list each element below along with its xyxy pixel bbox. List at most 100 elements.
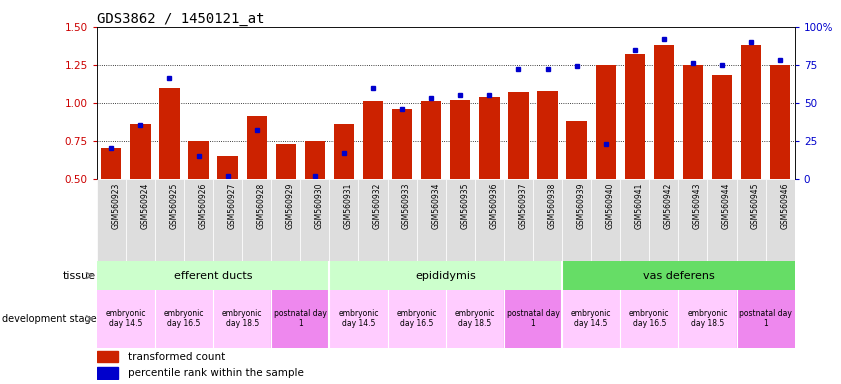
Text: GSM560926: GSM560926: [198, 183, 208, 229]
Bar: [504, 290, 562, 348]
Bar: [504, 179, 533, 261]
Bar: [711, 75, 733, 179]
Bar: [388, 290, 446, 348]
Bar: [620, 290, 679, 348]
Text: GSM560939: GSM560939: [577, 183, 585, 229]
Bar: [155, 290, 213, 348]
Bar: [271, 179, 300, 261]
Text: GSM560935: GSM560935: [460, 183, 469, 229]
Bar: [707, 179, 737, 261]
Bar: [591, 179, 620, 261]
Bar: [567, 121, 587, 179]
Bar: [475, 179, 504, 261]
Text: GDS3862 / 1450121_at: GDS3862 / 1450121_at: [97, 12, 264, 26]
Bar: [97, 351, 118, 362]
Text: GSM560933: GSM560933: [402, 183, 411, 229]
Text: GSM560930: GSM560930: [315, 183, 324, 229]
Text: embryonic
day 16.5: embryonic day 16.5: [629, 309, 669, 328]
Text: GSM560944: GSM560944: [722, 183, 731, 229]
Text: embryonic
day 18.5: embryonic day 18.5: [455, 309, 495, 328]
Text: embryonic
day 16.5: embryonic day 16.5: [164, 309, 204, 328]
Bar: [620, 179, 649, 261]
Text: GSM560936: GSM560936: [489, 183, 499, 229]
Bar: [649, 179, 679, 261]
Bar: [388, 179, 416, 261]
Bar: [737, 179, 765, 261]
Bar: [184, 179, 213, 261]
Bar: [479, 97, 500, 179]
Text: GSM560923: GSM560923: [111, 183, 120, 229]
Text: postnatal day
1: postnatal day 1: [274, 309, 327, 328]
Text: GSM560928: GSM560928: [257, 183, 266, 229]
Text: embryonic
day 18.5: embryonic day 18.5: [687, 309, 727, 328]
Bar: [508, 92, 529, 179]
Text: GSM560943: GSM560943: [693, 183, 702, 229]
Bar: [562, 290, 621, 348]
Bar: [276, 144, 296, 179]
Text: GSM560940: GSM560940: [606, 183, 615, 229]
Text: development stage: development stage: [2, 314, 96, 324]
Bar: [679, 290, 737, 348]
Bar: [533, 179, 562, 261]
Bar: [683, 65, 703, 179]
Bar: [625, 54, 645, 179]
Bar: [130, 124, 151, 179]
Text: GSM560925: GSM560925: [169, 183, 178, 229]
Bar: [362, 101, 383, 179]
Bar: [242, 179, 271, 261]
Bar: [416, 179, 446, 261]
Bar: [330, 261, 562, 290]
Text: embryonic
day 14.5: embryonic day 14.5: [571, 309, 611, 328]
Text: embryonic
day 14.5: embryonic day 14.5: [338, 309, 378, 328]
Bar: [246, 116, 267, 179]
Bar: [330, 290, 388, 348]
Text: epididymis: epididymis: [415, 270, 476, 281]
Text: GSM560937: GSM560937: [518, 183, 527, 229]
Bar: [218, 156, 238, 179]
Text: embryonic
day 14.5: embryonic day 14.5: [106, 309, 146, 328]
Bar: [159, 88, 180, 179]
Bar: [653, 45, 674, 179]
Bar: [679, 179, 707, 261]
Text: GSM560927: GSM560927: [228, 183, 236, 229]
Bar: [188, 141, 209, 179]
Bar: [97, 290, 155, 348]
Text: embryonic
day 18.5: embryonic day 18.5: [222, 309, 262, 328]
Text: embryonic
day 16.5: embryonic day 16.5: [396, 309, 436, 328]
Bar: [213, 290, 271, 348]
Bar: [97, 261, 330, 290]
Text: percentile rank within the sample: percentile rank within the sample: [128, 368, 304, 378]
Bar: [213, 179, 242, 261]
Text: efferent ducts: efferent ducts: [174, 270, 252, 281]
Text: GSM560946: GSM560946: [780, 183, 789, 229]
Text: GSM560938: GSM560938: [547, 183, 557, 229]
Bar: [421, 101, 442, 179]
Bar: [126, 179, 155, 261]
Bar: [595, 65, 616, 179]
Bar: [770, 65, 791, 179]
Text: GSM560945: GSM560945: [751, 183, 760, 229]
Bar: [392, 109, 412, 179]
Text: GSM560924: GSM560924: [140, 183, 150, 229]
Text: GSM560929: GSM560929: [286, 183, 294, 229]
Bar: [330, 179, 358, 261]
Bar: [97, 179, 126, 261]
Bar: [737, 290, 795, 348]
Text: GSM560934: GSM560934: [431, 183, 440, 229]
Text: GSM560931: GSM560931: [344, 183, 353, 229]
Text: GSM560942: GSM560942: [664, 183, 673, 229]
Bar: [446, 290, 504, 348]
Bar: [334, 124, 354, 179]
Bar: [155, 179, 184, 261]
Text: postnatal day
1: postnatal day 1: [739, 309, 792, 328]
Bar: [562, 179, 591, 261]
Text: transformed count: transformed count: [128, 352, 225, 362]
Text: GSM560941: GSM560941: [635, 183, 643, 229]
Bar: [446, 179, 475, 261]
Bar: [562, 261, 795, 290]
Bar: [271, 290, 330, 348]
Bar: [358, 179, 388, 261]
Bar: [97, 367, 118, 379]
Bar: [101, 148, 121, 179]
Text: GSM560932: GSM560932: [373, 183, 382, 229]
